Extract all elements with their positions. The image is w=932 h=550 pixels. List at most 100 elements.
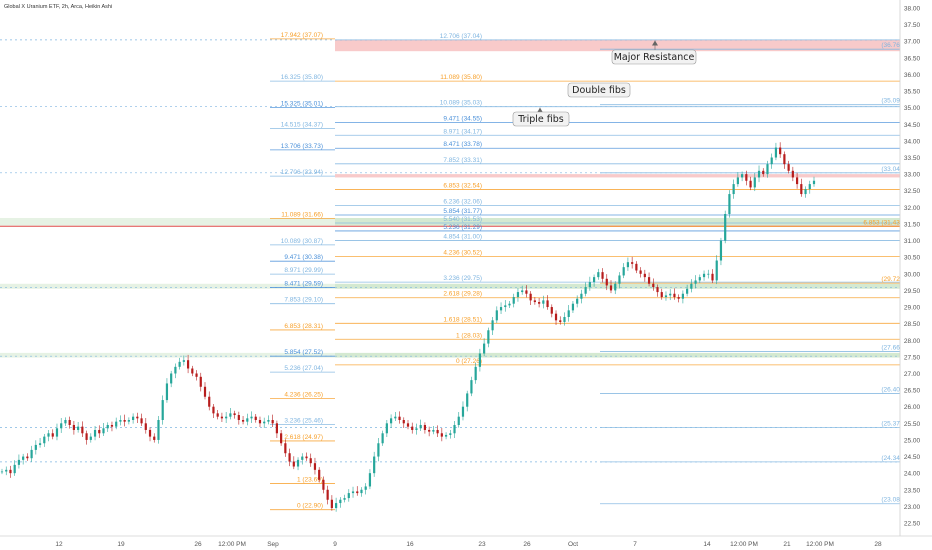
price-tick-21: 27.50 [904, 354, 921, 361]
price-tick-13: 31.50 [904, 221, 921, 228]
callout-box-2 [512, 111, 570, 127]
candle-body-61 [258, 420, 262, 424]
candle-body-150 [635, 263, 638, 271]
candle-body-56 [237, 415, 240, 420]
fib-label-mid-5: 8.471 (33.78) [443, 141, 482, 148]
candle-body-10 [43, 436, 46, 444]
fib-label-mid-16: 1.618 (28.51) [443, 316, 482, 323]
candle-body-191 [808, 184, 811, 190]
candle-body-12 [51, 433, 54, 437]
fib-label-mid-9: 5.854 (31.77) [443, 208, 482, 215]
fib-label-mid-17: 1 (28.03) [456, 332, 482, 339]
candle-body-141 [597, 272, 600, 278]
fib-label-left-0: 17.942 (37.07) [281, 32, 323, 39]
fib-label-mid-7: 6.853 (32.54) [443, 182, 482, 189]
fib-label-mid-14: 3.236 (29.75) [443, 275, 482, 282]
price-tick-25: 25.50 [904, 421, 921, 428]
candle-body-39 [165, 383, 169, 401]
candle-body-53 [225, 416, 228, 419]
price-tick-16: 30.00 [904, 271, 921, 278]
price-tick-29: 23.50 [904, 487, 921, 494]
candle-body-148 [626, 262, 630, 268]
candle-body-68 [288, 453, 291, 462]
candle-body-31 [132, 416, 135, 420]
candle-body-93 [394, 416, 397, 419]
candle-body-187 [791, 170, 794, 178]
price-tick-23: 26.50 [904, 388, 921, 395]
fib-label-mid-2: 10.089 (35.03) [440, 100, 482, 107]
candle-body-2 [9, 469, 12, 474]
fib-label-left-19: 0 (22.90) [297, 503, 323, 510]
candle-body-144 [609, 285, 613, 291]
candle-body-170 [719, 240, 723, 261]
time-tick-3: 12:00 PM [218, 541, 246, 548]
candle-body-8 [34, 444, 37, 450]
candle-body-118 [499, 307, 503, 311]
price-axis-bg [900, 0, 932, 550]
candle-body-121 [512, 297, 515, 304]
candle-body-75 [318, 469, 321, 480]
candle-body-142 [601, 272, 604, 279]
candle-body-112 [474, 366, 477, 381]
fib-label-mid-18: 0 (27.26) [456, 358, 482, 365]
candle-body-83 [351, 491, 355, 494]
price-tick-4: 36.00 [904, 72, 921, 79]
price-tick-1: 37.50 [904, 22, 921, 29]
candle-body-126 [533, 300, 536, 303]
time-tick-0: 12 [55, 541, 63, 548]
fib-label-right-5: (27.66) [881, 345, 902, 352]
time-tick-14: 12:00 PM [806, 541, 834, 548]
candle-body-117 [495, 310, 498, 321]
candle-body-19 [81, 426, 84, 434]
candle-body-115 [487, 330, 490, 344]
callout-arrow-0 [652, 40, 658, 46]
candle-body-140 [592, 277, 596, 283]
candle-body-123 [521, 290, 524, 293]
candle-body-54 [229, 413, 232, 417]
fib-label-mid-15: 2.618 (29.28) [443, 291, 482, 298]
candle-body-120 [508, 303, 511, 306]
candle-body-101 [428, 429, 431, 432]
candle-body-45 [191, 368, 194, 374]
candle-body-129 [546, 300, 549, 308]
price-tick-26: 25.00 [904, 437, 921, 444]
candle-body-149 [631, 262, 634, 264]
candle-body-155 [656, 287, 659, 293]
candle-body-167 [707, 273, 710, 275]
candle-body-132 [559, 320, 562, 322]
candle-body-80 [339, 499, 342, 504]
candle-body-138 [584, 287, 587, 294]
price-tick-24: 26.00 [904, 404, 921, 411]
candle-body-40 [170, 373, 173, 384]
candle-body-47 [199, 376, 202, 387]
candle-body-163 [690, 283, 693, 289]
candle-body-168 [711, 273, 714, 281]
candle-body-162 [686, 288, 689, 294]
candle-body-128 [542, 300, 545, 304]
time-tick-5: 9 [333, 541, 337, 548]
candle-body-164 [694, 280, 697, 284]
fib-label-left-9: 8.971 (29.99) [284, 267, 323, 274]
time-tick-2: 26 [194, 541, 202, 548]
time-tick-9: Oct [568, 541, 578, 548]
candle-body-85 [360, 489, 363, 494]
candle-body-84 [356, 491, 359, 494]
candle-body-183 [774, 147, 778, 158]
zone-green-band-31-5 [335, 217, 900, 226]
fib-label-right-0: (36.76) [881, 42, 902, 49]
candle-body-146 [618, 275, 621, 284]
zone-ext-green-band-29-6 [0, 283, 335, 289]
callout-text-0: Major Resistance [614, 52, 695, 63]
candle-body-38 [161, 400, 164, 420]
fib-label-left-7: 10.089 (30.87) [281, 238, 323, 245]
candle-body-89 [377, 443, 380, 457]
fib-label-mid-13: 4.236 (30.52) [443, 250, 482, 257]
candle-body-49 [208, 396, 211, 407]
candle-body-74 [313, 463, 317, 470]
candle-body-173 [732, 184, 735, 195]
callout-text-1: Double fibs [572, 85, 626, 96]
candle-body-48 [203, 386, 207, 397]
candle-body-96 [406, 423, 410, 427]
candle-body-52 [220, 416, 224, 419]
